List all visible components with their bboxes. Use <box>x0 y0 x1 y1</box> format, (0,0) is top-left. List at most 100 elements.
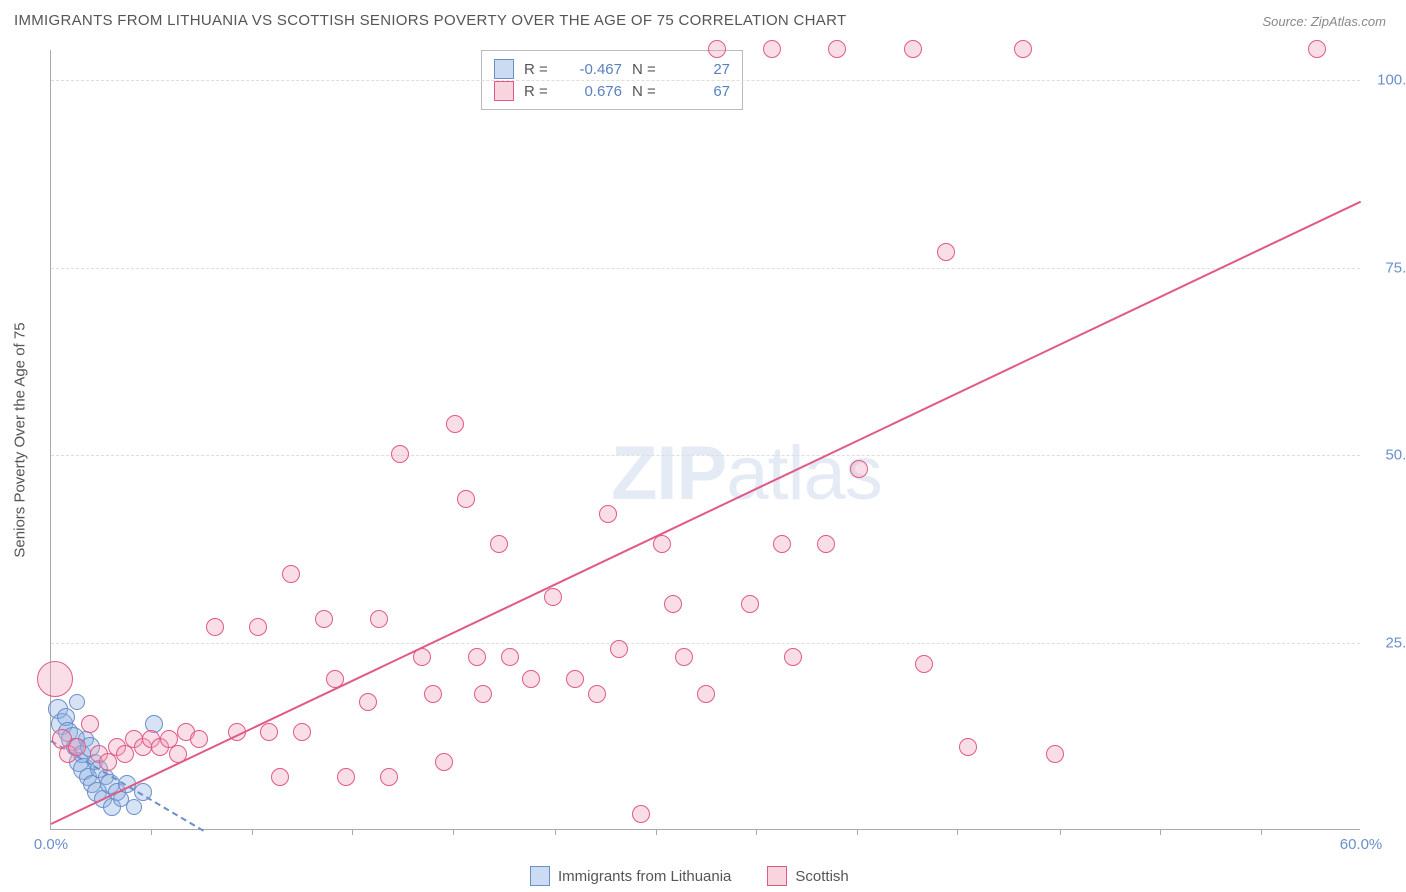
data-point <box>282 565 300 583</box>
data-point <box>457 490 475 508</box>
x-tick-label: 0.0% <box>34 836 68 853</box>
data-point <box>632 805 650 823</box>
watermark-zip: ZIP <box>611 431 726 516</box>
data-point <box>206 618 224 636</box>
x-tick-mark <box>252 829 253 835</box>
r-label: R = <box>524 83 552 100</box>
x-tick-mark <box>957 829 958 835</box>
data-point <box>81 715 99 733</box>
x-tick-mark <box>1060 829 1061 835</box>
data-point <box>359 693 377 711</box>
x-tick-mark <box>857 829 858 835</box>
source-name: ZipAtlas.com <box>1311 14 1386 29</box>
data-point <box>675 648 693 666</box>
r-value-blue: -0.467 <box>562 61 622 78</box>
data-point <box>293 723 311 741</box>
data-point <box>937 243 955 261</box>
data-point <box>315 610 333 628</box>
data-point <box>828 40 846 58</box>
swatch-blue-icon <box>530 866 550 886</box>
chart-area: Seniors Poverty Over the Age of 75 ZIPat… <box>50 50 1360 830</box>
trend-line <box>51 200 1362 824</box>
legend-label-blue: Immigrants from Lithuania <box>558 868 731 885</box>
data-point <box>763 40 781 58</box>
legend-stats-row-blue: R = -0.467 N = 27 <box>494 59 730 79</box>
data-point <box>446 415 464 433</box>
data-point <box>260 723 278 741</box>
data-point <box>190 730 208 748</box>
x-tick-mark <box>453 829 454 835</box>
r-value-pink: 0.676 <box>562 83 622 100</box>
y-axis-label: Seniors Poverty Over the Age of 75 <box>12 322 29 557</box>
data-point <box>1308 40 1326 58</box>
x-tick-mark <box>1160 829 1161 835</box>
x-tick-mark <box>555 829 556 835</box>
swatch-pink-icon <box>494 81 514 101</box>
gridline-h <box>51 643 1360 644</box>
data-point <box>468 648 486 666</box>
data-point <box>126 799 142 815</box>
plot-region: ZIPatlas R = -0.467 N = 27 R = 0.676 N =… <box>50 50 1360 830</box>
data-point <box>773 535 791 553</box>
data-point <box>784 648 802 666</box>
data-point <box>850 460 868 478</box>
x-tick-mark <box>756 829 757 835</box>
data-point <box>68 738 86 756</box>
legend-stats-row-pink: R = 0.676 N = 67 <box>494 81 730 101</box>
x-tick-label: 60.0% <box>1340 836 1383 853</box>
data-point <box>741 595 759 613</box>
data-point <box>370 610 388 628</box>
data-point <box>817 535 835 553</box>
source-prefix: Source: <box>1262 14 1310 29</box>
data-point <box>391 445 409 463</box>
data-point <box>249 618 267 636</box>
data-point <box>337 768 355 786</box>
data-point <box>653 535 671 553</box>
data-point <box>566 670 584 688</box>
data-point <box>697 685 715 703</box>
gridline-h <box>51 80 1360 81</box>
n-value-blue: 27 <box>670 61 730 78</box>
data-point <box>435 753 453 771</box>
swatch-blue-icon <box>494 59 514 79</box>
data-point <box>599 505 617 523</box>
data-point <box>69 694 85 710</box>
data-point <box>380 768 398 786</box>
data-point <box>474 685 492 703</box>
data-point <box>544 588 562 606</box>
watermark: ZIPatlas <box>611 430 882 517</box>
y-tick-label: 50.0% <box>1385 447 1406 464</box>
x-tick-mark <box>656 829 657 835</box>
data-point <box>522 670 540 688</box>
data-point <box>610 640 628 658</box>
data-point <box>1014 40 1032 58</box>
gridline-h <box>51 455 1360 456</box>
legend-label-pink: Scottish <box>795 868 848 885</box>
data-point <box>915 655 933 673</box>
data-point <box>664 595 682 613</box>
data-point <box>37 661 73 697</box>
data-point <box>501 648 519 666</box>
data-point <box>588 685 606 703</box>
n-value-pink: 67 <box>670 83 730 100</box>
y-tick-label: 25.0% <box>1385 634 1406 651</box>
r-label: R = <box>524 61 552 78</box>
chart-title: IMMIGRANTS FROM LITHUANIA VS SCOTTISH SE… <box>14 12 846 29</box>
data-point <box>271 768 289 786</box>
data-point <box>904 40 922 58</box>
swatch-pink-icon <box>767 866 787 886</box>
y-tick-label: 75.0% <box>1385 259 1406 276</box>
source-attribution: Source: ZipAtlas.com <box>1262 14 1386 29</box>
data-point <box>424 685 442 703</box>
data-point <box>959 738 977 756</box>
y-tick-label: 100.0% <box>1377 72 1406 89</box>
data-point <box>708 40 726 58</box>
x-tick-mark <box>352 829 353 835</box>
x-tick-mark <box>1261 829 1262 835</box>
data-point <box>490 535 508 553</box>
legend-item-pink: Scottish <box>767 866 848 886</box>
gridline-h <box>51 268 1360 269</box>
legend-item-blue: Immigrants from Lithuania <box>530 866 731 886</box>
bottom-legend: Immigrants from Lithuania Scottish <box>530 866 849 886</box>
n-label: N = <box>632 61 660 78</box>
